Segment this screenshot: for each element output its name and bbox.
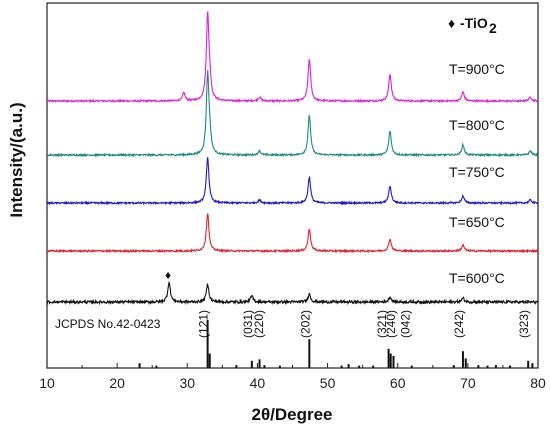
curve-label-3: T=750°C	[449, 164, 505, 180]
x-tick-label-5: 50	[320, 375, 336, 391]
xrd-curve-2	[46, 69, 539, 158]
hkl-label-7: (042)	[399, 310, 413, 338]
legend: ♦ -TiO 2	[448, 15, 497, 36]
x-tick-label-1: 10	[39, 375, 55, 391]
curve-label-4: T=650°C	[449, 214, 505, 230]
curve-label-2: T=800°C	[449, 117, 505, 133]
curve-label-1: T=900°C	[449, 61, 505, 77]
x-axis-title: 2θ/Degree	[251, 405, 332, 424]
legend-subscript: 2	[489, 20, 497, 36]
x-tick-label-3: 30	[179, 375, 195, 391]
hkl-label-8: (242)	[452, 310, 466, 338]
hkl-label-3: (220)	[252, 310, 266, 338]
reference-lines-group: (121) (031)(220) (202) (321)(240) (042) (242)…	[138, 310, 534, 368]
hkl-label-2: (031)	[241, 310, 255, 338]
hkl-label-5: (321)	[375, 310, 389, 338]
hkl-label-6: (240)	[384, 310, 398, 338]
x-ticks-group: 10 20 30 40 50 60 70 80	[39, 363, 546, 391]
xrd-curve-5	[46, 281, 539, 306]
x-tick-label-6: 60	[390, 375, 406, 391]
y-axis-title: Intensity/(a.u.)	[7, 102, 26, 217]
xrd-curve-4	[46, 213, 539, 254]
xrd-curve-3	[46, 157, 538, 206]
x-tick-label-7: 70	[460, 375, 476, 391]
curve-label-5: T=600°C	[449, 270, 505, 286]
tio2-marker: ♦	[165, 268, 171, 282]
x-tick-label-2: 20	[109, 375, 125, 391]
hkl-label-9: (323)	[517, 310, 531, 338]
hkl-label-4: (202)	[298, 310, 312, 338]
legend-text: -TiO	[460, 15, 488, 31]
reference-label: JCPDS No.42-0423	[55, 317, 161, 331]
hkl-label-1: (121)	[197, 310, 211, 338]
legend-marker: ♦	[448, 15, 455, 31]
xrd-curve-1	[46, 11, 539, 104]
x-tick-label-8: 80	[530, 375, 546, 391]
curves-group: T=900°C T=800°C T=750°C T=650°C T=600°C	[46, 11, 539, 306]
x-tick-label-4: 40	[250, 375, 266, 391]
